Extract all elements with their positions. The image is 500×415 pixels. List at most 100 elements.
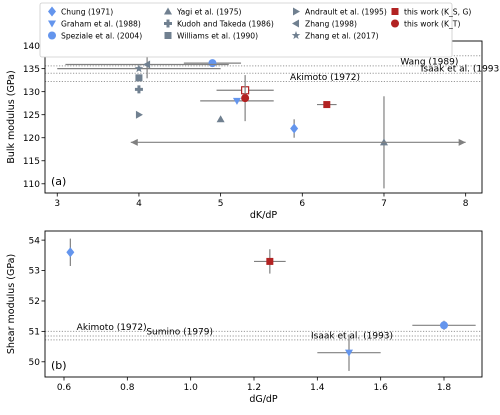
legend-label: Yagi et al. (1975) <box>176 7 242 16</box>
x-tick-label: 7 <box>381 199 387 209</box>
legend-label: this work (K_T) <box>404 19 460 28</box>
x-tick-label: 4 <box>136 199 142 209</box>
data-marker <box>266 257 274 265</box>
legend-marker-icon <box>48 6 56 17</box>
legend-item: Yagi et al. (1975) <box>164 7 242 16</box>
legend-marker-icon <box>164 19 172 28</box>
x-tick-label: 1.6 <box>374 383 389 393</box>
legend-label: this work (K_S, G) <box>404 7 471 16</box>
y-tick-label: 120 <box>23 134 40 144</box>
data-point <box>183 59 242 68</box>
x-tick-label: 0.8 <box>120 383 135 393</box>
data-point <box>412 320 476 330</box>
reference-line-label: Isaak et al. (1993) <box>311 331 393 341</box>
legend-label: Graham et al. (1988) <box>61 19 141 28</box>
x-tick-label: 1.0 <box>184 383 199 393</box>
x-tick-label: 1.8 <box>437 383 452 393</box>
data-marker <box>440 321 448 330</box>
reference-line-label: Akimoto (1972) <box>290 73 360 83</box>
legend-label: Williams et al. (1990) <box>177 31 258 40</box>
data-marker <box>134 85 143 94</box>
panel-shear-modulus: Akimoto (1972) Sumino (1979) Isaak et al. … <box>6 230 483 405</box>
y-axis-label: Shear modulus (GPa) <box>6 254 17 354</box>
panel-label: (a) <box>51 175 66 188</box>
reference-line-label: Sumino (1979) <box>146 327 213 337</box>
data-point <box>290 119 299 138</box>
x-tick-label: 1.2 <box>247 383 261 393</box>
x-tick-label: 3 <box>54 199 60 209</box>
legend-marker-icon <box>164 7 172 15</box>
legend-marker-icon <box>164 32 172 39</box>
reference-line-label: Isaak et al. (1993) <box>421 65 500 75</box>
legend-marker-icon <box>391 8 399 15</box>
legend-marker-icon <box>48 31 56 40</box>
legend-item: Zhang et al. (2017) <box>291 31 379 40</box>
data-point <box>317 334 381 371</box>
legend-item: Kudoh and Takeda (1986) <box>164 19 274 28</box>
data-point <box>135 74 143 82</box>
data-point <box>317 101 337 109</box>
data-point <box>134 85 143 94</box>
data-marker <box>345 349 353 357</box>
legend: Chung (1971) Graham et al. (1988) Speziale… <box>39 2 471 58</box>
x-tick-label: 8 <box>463 199 469 209</box>
y-tick-label: 115 <box>23 157 40 167</box>
data-marker <box>208 59 217 68</box>
data-marker <box>216 115 225 123</box>
arrow-right-icon <box>458 138 466 146</box>
panel-label: (b) <box>51 359 67 372</box>
x-tick-label: 5 <box>218 199 224 209</box>
y-tick-label: 135 <box>23 65 40 75</box>
data-point <box>66 238 75 266</box>
legend-item: Williams et al. (1990) <box>164 31 258 40</box>
y-tick-label: 125 <box>23 111 40 121</box>
legend-frame <box>39 2 453 58</box>
data-point <box>241 75 250 122</box>
data-point <box>254 249 286 274</box>
data-marker <box>232 97 241 105</box>
panel-bulk-modulus: Sumino (1979)Wang (1989)Isaak et al. (19… <box>6 40 500 221</box>
y-tick-label: 51 <box>29 328 40 338</box>
y-tick-label: 52 <box>29 297 40 307</box>
x-tick-label: 0.6 <box>57 383 72 393</box>
legend-item: Graham et al. (1988) <box>48 19 141 28</box>
data-marker <box>134 64 144 73</box>
legend-item: this work (K_S, G) <box>391 7 471 16</box>
legend-label: Chung (1971) <box>61 7 113 16</box>
y-tick-label: 53 <box>29 267 40 277</box>
legend-label: Zhang (1998) <box>305 19 357 28</box>
x-axis-label: dG/dP <box>249 394 278 405</box>
legend-marker-icon <box>48 20 56 28</box>
legend-item: this work (K_T) <box>391 19 460 28</box>
data-marker <box>135 74 143 82</box>
reference-line-label: Akimoto (1972) <box>77 323 147 333</box>
data-marker <box>241 94 250 103</box>
legend-marker-icon <box>291 31 301 40</box>
legend-item: Zhang (1998) <box>292 19 357 28</box>
data-marker <box>323 101 331 109</box>
legend-label: Andrault et al. (1995) <box>305 7 387 16</box>
legend-item: Chung (1971) <box>48 6 113 17</box>
legend-item: Speziale et al. (2004) <box>48 31 142 40</box>
data-point <box>216 115 225 123</box>
x-tick-label: 6 <box>299 199 305 209</box>
x-tick-label: 1.4 <box>310 383 325 393</box>
data-point <box>135 110 143 119</box>
plot-frame <box>44 230 483 378</box>
legend-marker-icon <box>391 19 399 28</box>
legend-marker-icon <box>292 19 299 28</box>
y-axis-label: Bulk modulus (GPa) <box>6 70 17 163</box>
data-marker <box>143 60 151 69</box>
data-marker <box>66 247 75 258</box>
y-tick-label: 54 <box>29 236 41 246</box>
legend-marker-icon <box>293 7 300 16</box>
x-axis-label: dK/dP <box>250 210 277 221</box>
legend-label: Speziale et al. (2004) <box>61 31 142 40</box>
y-tick-label: 130 <box>23 88 40 98</box>
data-marker <box>135 110 143 119</box>
y-tick-label: 50 <box>29 358 41 368</box>
legend-item: Andrault et al. (1995) <box>293 7 387 16</box>
data-marker <box>290 123 299 134</box>
y-tick-label: 110 <box>23 180 40 190</box>
